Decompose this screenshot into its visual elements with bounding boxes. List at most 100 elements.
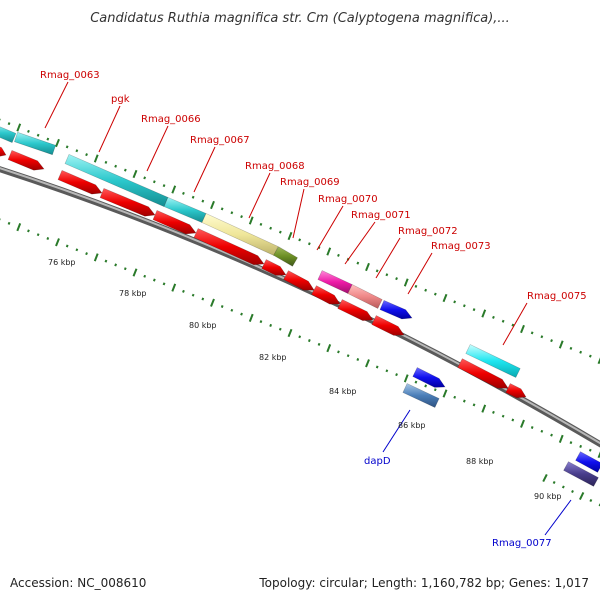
- minor-tick: [75, 149, 79, 153]
- major-tick: [287, 328, 293, 338]
- gene-label-rmag-0069[interactable]: Rmag_0069: [280, 177, 340, 188]
- minor-tick: [579, 444, 583, 448]
- major-tick: [171, 283, 177, 292]
- gene-label-rmag-0066[interactable]: Rmag_0066: [141, 114, 201, 125]
- minor-tick: [27, 129, 30, 133]
- major-tick: [442, 389, 448, 398]
- minor-tick: [182, 289, 185, 293]
- feature-cds-0070[interactable]: [311, 285, 341, 305]
- minor-tick: [424, 384, 428, 388]
- feature-cog-0075[interactable]: [465, 344, 521, 378]
- feature-cog-0063[interactable]: [0, 123, 17, 143]
- minor-tick: [201, 297, 205, 301]
- feature-cds-0072[interactable]: [371, 315, 405, 336]
- gene-label-rmag-0068[interactable]: Rmag_0068: [245, 161, 305, 172]
- minor-tick: [114, 164, 118, 168]
- feature-cog-0072[interactable]: [379, 300, 413, 320]
- major-tick: [287, 231, 293, 241]
- minor-tick: [65, 145, 69, 149]
- feature-cds-0068[interactable]: [261, 259, 287, 276]
- reverse-leader-lines: [382, 409, 572, 536]
- minor-tick: [588, 448, 592, 452]
- scale-label-84kbp: 84 kbp: [329, 387, 357, 396]
- feature-cds-0075[interactable]: [457, 358, 509, 389]
- major-tick: [403, 374, 409, 383]
- minor-tick: [152, 180, 156, 184]
- feature-cog-0064[interactable]: [14, 131, 56, 156]
- minor-tick: [220, 207, 224, 211]
- minor-tick: [182, 191, 185, 195]
- feature-cds-0062[interactable]: [0, 143, 7, 157]
- minor-tick: [453, 395, 457, 399]
- feature-cds-0069[interactable]: [283, 270, 315, 291]
- major-tick: [132, 268, 138, 277]
- feature-cog-0067[interactable]: [201, 213, 279, 256]
- minor-tick: [278, 327, 282, 331]
- minor-tick: [424, 288, 428, 292]
- feature-cog-0068[interactable]: [273, 246, 298, 267]
- minor-tick: [375, 269, 379, 273]
- major-tick: [481, 404, 487, 413]
- map-title: Candidatus Ruthia magnifica str. Cm (Cal…: [90, 11, 510, 26]
- gene-label-rmag-0063[interactable]: Rmag_0063: [40, 70, 100, 81]
- scale-label-76kbp: 76 kbp: [48, 258, 76, 267]
- minor-tick: [356, 358, 360, 361]
- feature-cds-0075b[interactable]: [505, 383, 527, 399]
- major-tick: [326, 247, 332, 256]
- minor-tick: [162, 184, 166, 188]
- feature-cds-pgk[interactable]: [99, 188, 156, 217]
- gene-label-pgk[interactable]: pgk: [111, 94, 130, 105]
- feature-cog-0071[interactable]: [347, 284, 383, 309]
- minor-tick: [240, 215, 243, 219]
- minor-tick: [501, 319, 505, 323]
- minor-tick: [540, 335, 544, 339]
- outer-tick-row: [0, 118, 600, 365]
- feature-cog-0077[interactable]: [563, 461, 599, 487]
- gene-label-rmag-0075[interactable]: Rmag_0075: [527, 291, 587, 302]
- feature-cds-0067[interactable]: [193, 228, 265, 266]
- feature-cds-0066[interactable]: [152, 210, 197, 235]
- minor-tick: [104, 259, 108, 263]
- major-tick: [442, 293, 448, 303]
- gene-label-rmag-0072[interactable]: Rmag_0072: [398, 226, 458, 237]
- minor-tick: [85, 153, 88, 157]
- gene-label-rmag-0067[interactable]: Rmag_0067: [190, 135, 250, 146]
- minor-tick: [511, 323, 515, 327]
- minor-tick: [230, 211, 234, 215]
- minor-tick: [462, 399, 466, 403]
- gene-label-rmag-0077[interactable]: Rmag_0077: [492, 538, 552, 549]
- gene-label-rmag-0073[interactable]: Rmag_0073: [431, 241, 491, 252]
- feature-cds-dapd[interactable]: [412, 367, 446, 388]
- minor-tick: [385, 369, 389, 373]
- scale-label-78kbp: 78 kbp: [119, 289, 147, 298]
- minor-tick: [75, 248, 79, 252]
- major-tick: [542, 473, 548, 483]
- major-tick: [248, 313, 254, 322]
- minor-tick: [269, 226, 273, 230]
- major-tick: [481, 309, 487, 318]
- minor-tick: [162, 282, 166, 286]
- gene-label-rmag-0070[interactable]: Rmag_0070: [318, 194, 378, 205]
- minor-tick: [453, 300, 457, 304]
- feature-cds-0064[interactable]: [57, 170, 103, 195]
- minor-tick: [337, 253, 340, 257]
- minor-tick: [571, 489, 574, 494]
- minor-tick: [259, 320, 263, 324]
- major-tick: [558, 340, 564, 349]
- minor-tick: [278, 230, 282, 234]
- minor-tick: [462, 304, 466, 308]
- feature-cog-0070[interactable]: [317, 270, 353, 294]
- feature-cds-0063[interactable]: [7, 150, 45, 171]
- gene-label-dapd[interactable]: dapD: [364, 456, 391, 467]
- feature-cds-0077[interactable]: [575, 451, 600, 473]
- minor-tick: [46, 137, 50, 141]
- minor-tick: [530, 426, 534, 429]
- feature-cds-0071[interactable]: [337, 299, 374, 321]
- minor-tick: [220, 305, 224, 308]
- minor-tick: [65, 244, 69, 248]
- feature-cog-pgk[interactable]: [64, 154, 169, 207]
- feature-cog-dapd[interactable]: [402, 383, 440, 408]
- gene-label-rmag-0071[interactable]: Rmag_0071: [351, 210, 411, 221]
- feature-cog-0066[interactable]: [163, 197, 207, 223]
